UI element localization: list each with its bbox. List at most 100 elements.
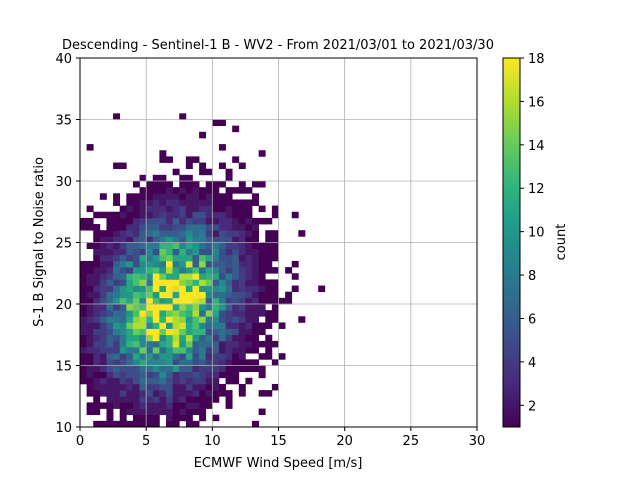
hist-bin — [205, 217, 213, 225]
hist-bin — [252, 224, 259, 231]
hist-bin — [212, 297, 220, 305]
hist-bin — [146, 285, 154, 293]
hist-bin — [205, 242, 213, 249]
hist-bin — [185, 217, 193, 225]
hist-bin — [218, 322, 226, 329]
hist-bin — [205, 285, 213, 293]
hist-bin — [258, 260, 266, 268]
hist-bin — [93, 310, 101, 317]
hist-bin — [218, 273, 226, 280]
hist-bin — [86, 310, 94, 317]
hist-bin — [86, 408, 94, 416]
hist-bin — [205, 353, 213, 360]
hist-bin — [146, 316, 154, 323]
hist-bin — [146, 420, 154, 428]
hist-bin — [139, 224, 147, 231]
hist-bin — [126, 193, 134, 200]
hist-bin — [265, 236, 273, 243]
hist-bin — [218, 181, 226, 188]
hist-bin — [271, 230, 279, 237]
hist-bin — [185, 248, 193, 256]
hist-bin — [245, 279, 253, 286]
hist-bin — [232, 156, 240, 163]
hist-bin — [99, 230, 107, 237]
y-tick-label: 10 — [55, 421, 72, 436]
hist-bin — [119, 340, 127, 348]
hist-bin — [113, 390, 121, 397]
hist-bin — [225, 347, 233, 354]
hist-bin — [218, 119, 226, 126]
hist-bin — [113, 347, 121, 354]
hist-bin — [192, 181, 200, 188]
hist-bin — [225, 334, 233, 342]
hist-bin — [225, 193, 233, 200]
hist-bin — [132, 224, 140, 231]
hist-bin — [93, 224, 101, 231]
hist-bin — [146, 334, 154, 342]
hist-bin — [179, 310, 187, 317]
hist-bin — [192, 371, 200, 379]
hist-bin — [245, 211, 253, 219]
hist-bin — [126, 310, 134, 317]
hist-bin — [146, 347, 154, 354]
hist-bin — [245, 273, 253, 280]
hist-bin — [199, 242, 207, 249]
hist-bin — [252, 322, 259, 329]
hist-bin — [192, 230, 200, 237]
hist-bin — [238, 273, 246, 280]
hist-bin — [113, 267, 121, 274]
hist-bin — [238, 304, 246, 311]
hist-bin — [113, 377, 121, 385]
hist-bin — [80, 217, 87, 225]
hist-bin — [86, 340, 94, 348]
hist-bin — [99, 322, 107, 329]
hist-bin — [245, 187, 253, 194]
hist-bin — [212, 322, 220, 329]
hist-bin — [238, 390, 246, 397]
hist-bin — [93, 273, 101, 280]
hist-bin — [113, 297, 121, 305]
hist-bin — [192, 273, 200, 280]
hist-bin — [205, 365, 213, 372]
hist-bin — [185, 365, 193, 372]
hist-bin — [132, 248, 140, 256]
hist-bin — [212, 187, 220, 194]
hist-bin — [139, 371, 147, 379]
hist-bin — [225, 254, 233, 262]
hist-bin — [205, 291, 213, 299]
hist-bin — [185, 193, 193, 200]
hist-bin — [179, 174, 187, 182]
hist-bin — [252, 316, 259, 323]
hist-bin — [258, 273, 266, 280]
hist-bin — [252, 304, 259, 311]
hist-bin — [271, 383, 279, 391]
hist-bin — [205, 377, 213, 385]
hist-bin — [166, 310, 173, 317]
hist-bin — [278, 297, 286, 305]
hist-bin — [212, 230, 220, 237]
hist-bin — [238, 347, 246, 354]
hist-bin — [86, 402, 94, 409]
hist-bin — [199, 328, 207, 336]
hist-bin — [179, 279, 187, 286]
hist-bin — [132, 285, 140, 293]
hist-bin — [265, 230, 273, 237]
hist-bin — [99, 420, 107, 428]
colorbar-tick-label: 10 — [528, 226, 545, 241]
hist-bin — [252, 236, 259, 243]
hist-bin — [218, 267, 226, 274]
hist-bin — [252, 365, 259, 372]
hist-bin — [238, 291, 246, 299]
hist-bin — [126, 291, 134, 299]
hist-bin — [126, 260, 134, 268]
hist-bin — [113, 260, 121, 268]
hist-bin — [99, 267, 107, 274]
hist-bin — [192, 383, 200, 391]
hist-bin — [139, 230, 147, 237]
hist-bin — [185, 187, 193, 194]
hist-bin — [152, 340, 160, 348]
hist-bin — [146, 205, 154, 213]
hist-bin — [99, 371, 107, 379]
hist-bin — [132, 377, 140, 385]
hist-bin — [132, 291, 140, 299]
